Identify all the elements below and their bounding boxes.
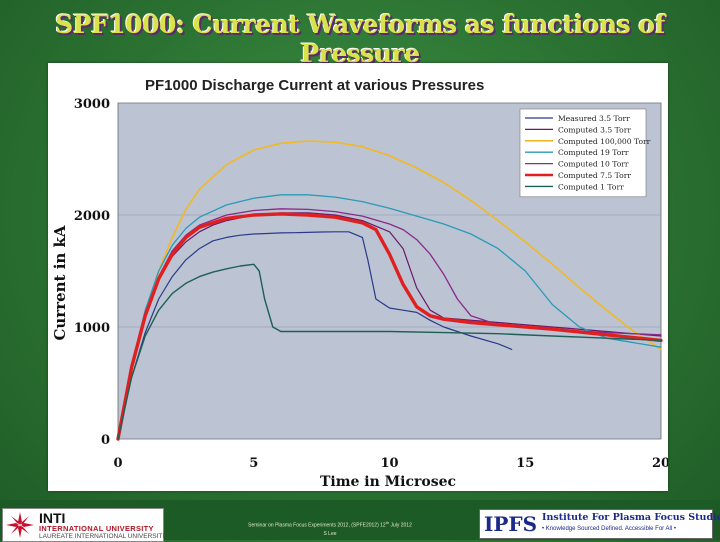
series-line-computed-19-torr	[117, 194, 662, 440]
inti-star-icon	[6, 512, 34, 538]
chart-title: PF1000 Discharge Current at various Pres…	[145, 77, 484, 94]
x-tick-label: 10	[380, 456, 398, 471]
legend-label: Computed 7.5 Torr	[558, 171, 631, 180]
inti-wordmark: INTI	[39, 510, 66, 526]
footer-citation: Seminar on Plasma Focus Experiments 2012…	[225, 519, 435, 538]
legend: Measured 3.5 Torr Computed 3.5 Torr Comput…	[519, 108, 651, 198]
x-axis-label: Time in Microsec	[320, 474, 456, 490]
legend-label: Measured 3.5 Torr	[558, 114, 630, 123]
x-tick-label: 0	[113, 456, 122, 471]
inti-tagline: LAUREATE INTERNATIONAL UNIVERSITIES	[39, 533, 173, 540]
legend-label: Computed 3.5 Torr	[558, 125, 631, 134]
ipfs-logo: IPFS Institute For Plasma Focus Studies …	[479, 509, 720, 539]
footer-text-a: Seminar on Plasma Focus Experiments 2012…	[248, 522, 386, 529]
footer-text-b: July 2012	[389, 522, 412, 529]
series-line-computed-1-torr	[117, 263, 662, 440]
y-tick-label: 3000	[74, 97, 110, 112]
axis-layer: 0 1000 2000 3000 0 5 10 15 20	[74, 97, 668, 471]
x-tick-label: 15	[516, 456, 534, 471]
chart-figure: PF1000 Discharge Current at various Pres…	[48, 63, 668, 491]
ipfs-name: Institute For Plasma Focus Studies	[542, 512, 720, 523]
legend-label: Computed 1 Torr	[558, 182, 624, 191]
footer-author: S Lee	[323, 530, 337, 537]
y-tick-label: 1000	[74, 321, 110, 336]
series-layer	[116, 140, 663, 441]
legend-box	[519, 108, 647, 198]
y-axis-label: Current in kA	[51, 225, 69, 340]
ipfs-abbrev: IPFS	[484, 512, 538, 536]
chart-svg: PF1000 Discharge Current at various Pres…	[51, 77, 668, 490]
y-tick-label: 0	[101, 433, 110, 448]
slide-title: SPF1000: Current Waveforms as functions …	[55, 10, 665, 68]
legend-label: Computed 19 Torr	[558, 148, 629, 157]
series-line-computed-100-000-torr	[117, 140, 662, 440]
ipfs-motto: • Knowledge Sourced Defined. Accessible …	[542, 526, 676, 532]
legend-label: Computed 100,000 Torr	[558, 137, 651, 146]
footer-text-sup: th	[385, 520, 390, 525]
y-tick-label: 2000	[74, 209, 110, 224]
inti-logo: INTI INTERNATIONAL UNIVERSITY LAUREATE I…	[2, 508, 173, 542]
x-tick-label: 5	[249, 456, 258, 471]
inti-university: INTERNATIONAL UNIVERSITY	[39, 524, 154, 533]
series-line-computed-7-5-torr	[116, 212, 663, 441]
series-line-measured-3-5-torr	[117, 231, 513, 440]
gridlines	[118, 102, 661, 440]
x-tick-label: 20	[652, 456, 668, 471]
legend-label: Computed 10 Torr	[558, 160, 629, 169]
